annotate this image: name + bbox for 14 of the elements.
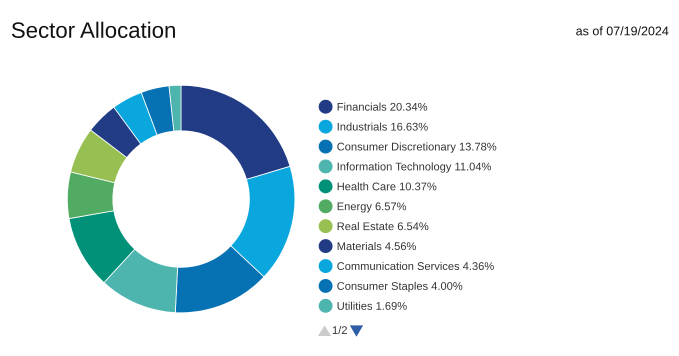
- legend-label: Consumer Discretionary 13.78%: [337, 142, 496, 153]
- legend-label: Health Care 10.37%: [338, 182, 436, 190]
- legend-label: Materials 4.56%: [338, 242, 416, 250]
- legend-label: Industrials 16.63%: [338, 122, 428, 131]
- legend-label: Financials 20.34%: [338, 102, 428, 111]
- legend-label: Utilities 1.69%: [338, 302, 407, 310]
- text: 1/2: [332, 326, 347, 334]
- legend-label: Energy 6.57%: [338, 202, 406, 212]
- legend-label: Real Estate 6.54%: [338, 222, 428, 230]
- legend-label: Information Technology 11.04%: [338, 162, 491, 173]
- chart-title: Sector Allocation: [12, 22, 175, 38]
- legend-label: Communication Services 4.36%: [337, 262, 494, 270]
- text: as of 07/19/2024: [576, 26, 668, 36]
- legend-label: Consumer Staples 4.00%: [337, 282, 462, 292]
